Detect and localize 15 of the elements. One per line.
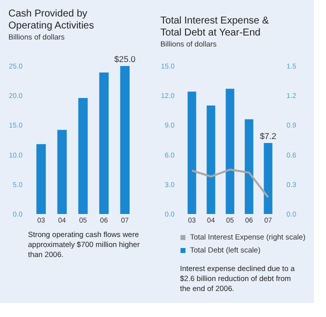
- bar: [36, 144, 46, 214]
- data-label: $7.2: [260, 130, 277, 141]
- bar: [57, 130, 67, 214]
- bar: [206, 105, 216, 214]
- bar: [120, 66, 130, 214]
- bar: [226, 88, 234, 214]
- bar: [244, 119, 254, 214]
- bar: [188, 92, 196, 214]
- bar: [264, 142, 272, 214]
- bar: [78, 98, 88, 214]
- chart-title: Total Interest Expense & Total Debt at Year-End: [160, 16, 270, 38]
- line-series: [190, 168, 270, 198]
- bar: [99, 72, 109, 214]
- chart-title: Cash Provided by Operating Activities: [8, 8, 94, 32]
- data-label: $25.0: [114, 54, 136, 64]
